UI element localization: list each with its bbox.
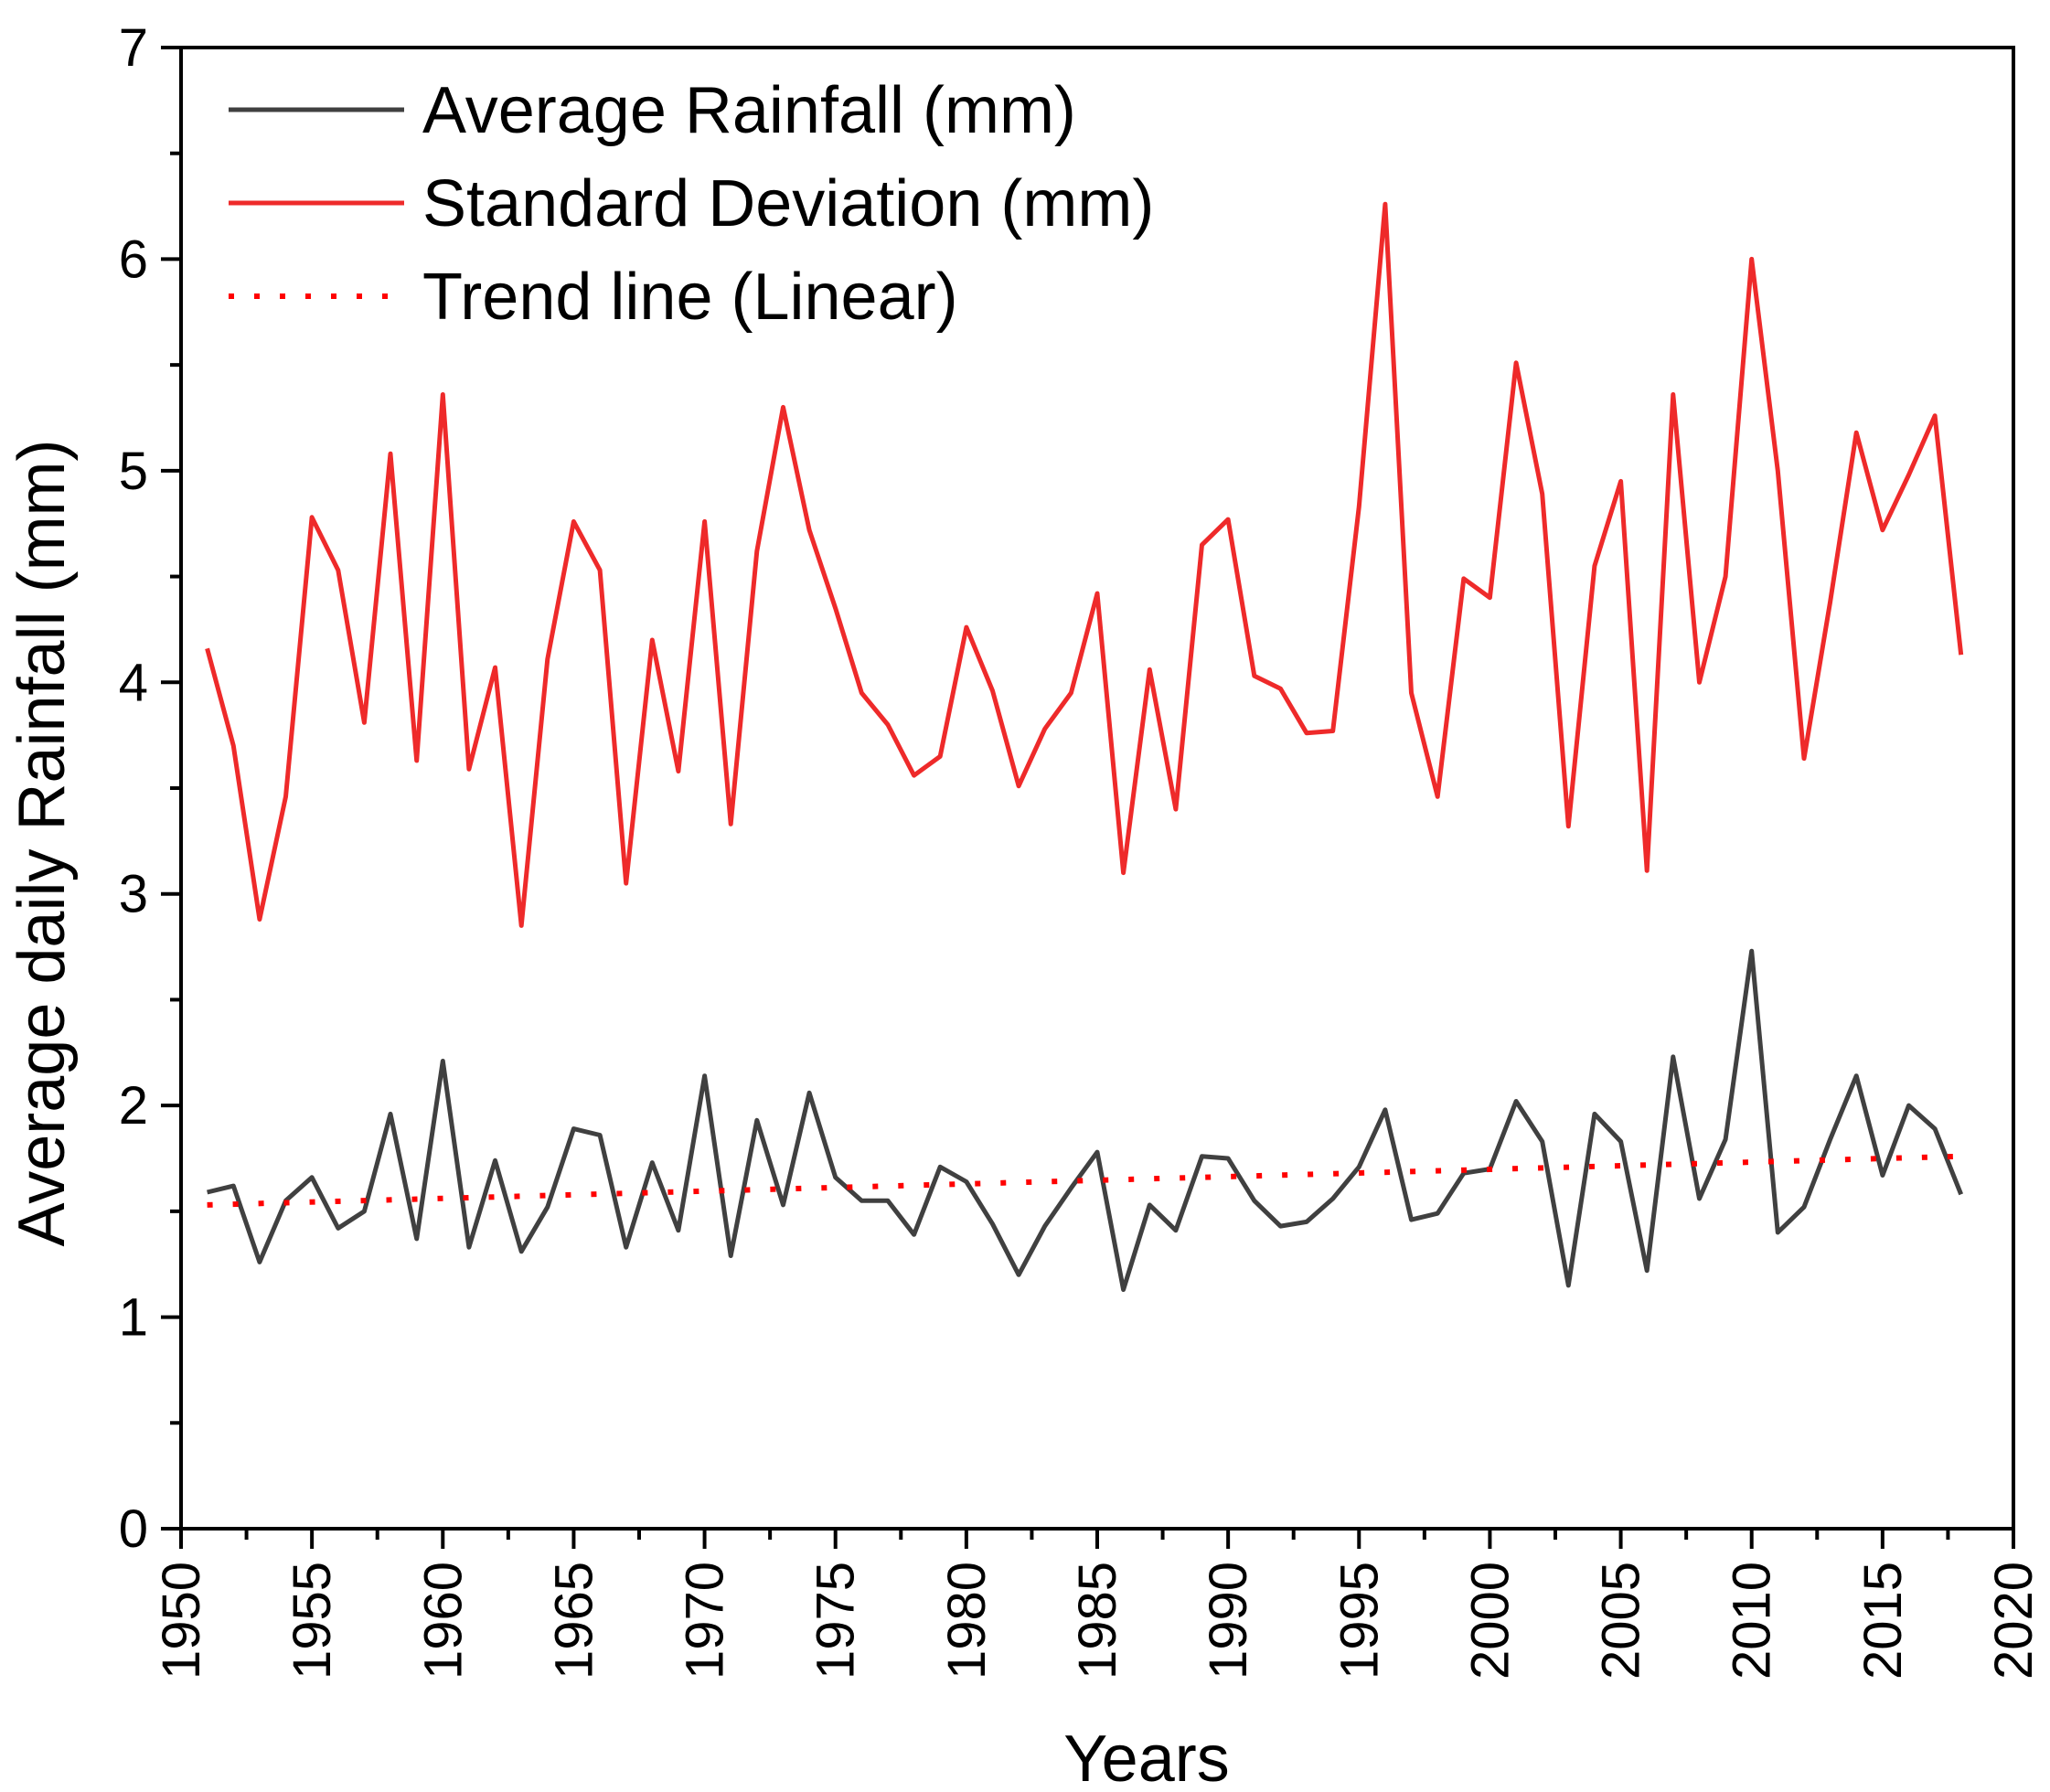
x-tick-label: 1990 <box>1199 1562 1258 1680</box>
average-rainfall-line <box>207 948 1964 1292</box>
y-tick-label: 3 <box>119 865 148 924</box>
standard-deviation-line <box>205 201 1964 928</box>
x-tick-label: 1985 <box>1068 1562 1127 1680</box>
x-tick-label: 2020 <box>1984 1562 2044 1680</box>
x-tick-label: 1980 <box>937 1562 997 1680</box>
legend-label: Average Rainfall (mm) <box>422 74 1076 147</box>
y-tick-label: 1 <box>119 1288 148 1348</box>
x-tick-label: 1965 <box>544 1562 603 1680</box>
x-tick-label: 1970 <box>676 1562 735 1680</box>
axes-layer: 0 1 2 3 4 5 6 7 1950 1955 1960 1965 1970 1975 1980 1985… <box>119 18 2044 1680</box>
y-tick-label: 6 <box>119 229 148 289</box>
x-tick-label: 1960 <box>413 1562 473 1680</box>
y-tick-label: 4 <box>119 653 148 712</box>
x-tick-label: 2005 <box>1592 1562 1651 1680</box>
legend-label: Standard Deviation (mm) <box>422 167 1154 240</box>
x-tick-label: 2000 <box>1460 1562 1520 1680</box>
y-tick-label: 7 <box>119 18 148 78</box>
x-tick-label: 1975 <box>806 1562 866 1680</box>
legend: Average Rainfall (mm) Standard Deviation … <box>229 74 1154 334</box>
y-tick-label: 0 <box>119 1499 148 1559</box>
series-layer <box>205 201 1964 1292</box>
y-tick-label: 5 <box>119 442 148 501</box>
x-tick-label: 1995 <box>1329 1562 1389 1680</box>
trend-line <box>207 1153 1961 1208</box>
x-tick-label: 1950 <box>152 1562 211 1680</box>
legend-label: Trend line (Linear) <box>422 261 958 334</box>
x-tick-label: 2015 <box>1853 1562 1913 1680</box>
y-axis-title: Average daily Rainfall (mm) <box>5 440 79 1247</box>
x-tick-label: 2010 <box>1723 1562 1782 1680</box>
y-tick-label: 2 <box>119 1076 148 1136</box>
x-axis-title: Years <box>1063 1723 1229 1792</box>
x-tick-label: 1955 <box>283 1562 342 1680</box>
